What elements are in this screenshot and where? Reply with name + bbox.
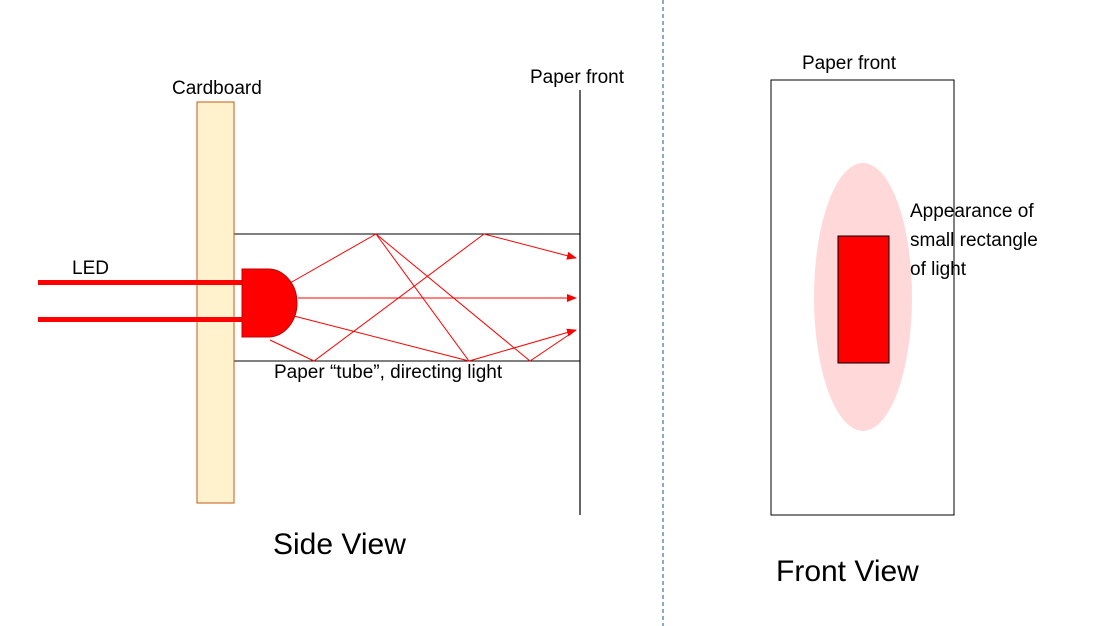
led-lead-bottom [38,317,243,322]
led-body [241,268,298,338]
tube-label: Paper “tube”, directing light [274,362,503,383]
appearance-label: Appearance of small rectangle of light [910,197,1080,284]
light-ray [375,233,577,362]
side-view-title: Side View [273,528,406,561]
paper-front-front-label: Paper front [802,53,896,74]
light-ray [289,314,470,362]
led-label: LED [72,258,109,279]
front-view-title: Front View [776,555,919,588]
light-rays [269,233,577,362]
appearance-line-2: small rectangle [910,230,1038,251]
paper-front-side-label: Paper front [530,67,624,88]
light-rectangle [837,235,890,364]
cardboard-label: Cardboard [172,78,262,99]
led-lead-top [38,280,243,285]
appearance-line-3: of light [910,259,966,280]
cardboard [196,101,235,504]
appearance-line-1: Appearance of [910,201,1034,222]
